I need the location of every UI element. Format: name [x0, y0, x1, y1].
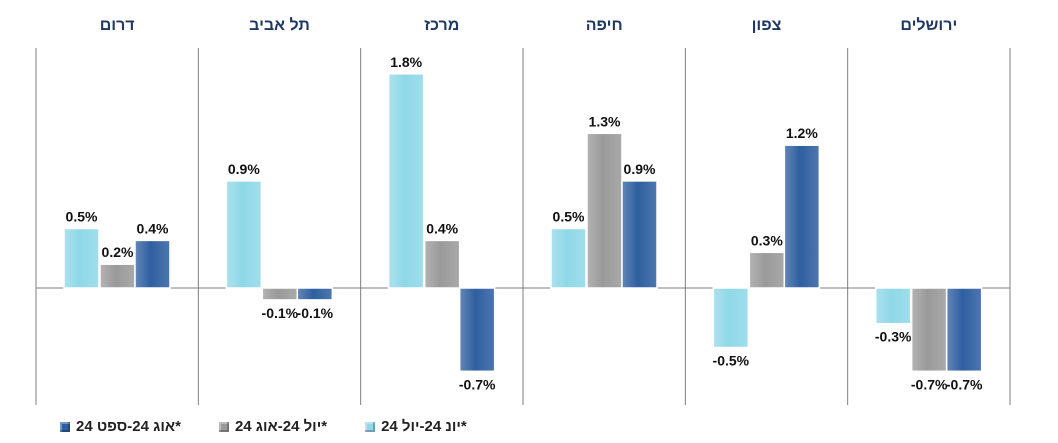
data-label: 0.5% — [66, 209, 98, 225]
bar — [423, 239, 461, 289]
legend-label-jul-aug: יול 24-אוג 24* — [234, 418, 328, 435]
data-label: 1.8% — [390, 54, 422, 70]
legend-label-aug-sep: אוג 24-ספט 24* — [76, 418, 181, 435]
bar — [225, 180, 263, 289]
region-title: דרום — [100, 17, 135, 34]
data-label: -0.7% — [459, 376, 496, 392]
bar — [387, 73, 425, 289]
data-label: -0.3% — [875, 329, 912, 345]
bar — [586, 132, 623, 289]
bar — [63, 227, 100, 289]
bar — [296, 287, 334, 301]
region-title: ירושלים — [900, 16, 957, 34]
legend-swatch-jun-jul — [365, 421, 376, 432]
bar — [874, 287, 912, 325]
bar — [748, 251, 786, 289]
bar — [261, 287, 299, 301]
data-label: -0.1% — [297, 305, 334, 321]
data-label: 0.4% — [426, 220, 458, 236]
data-label: 0.4% — [137, 220, 169, 236]
legend: אוג 24-ספט 24* יול 24-אוג 24* יונ 24-יול… — [60, 418, 467, 435]
bar — [99, 263, 136, 289]
data-label: -0.7% — [911, 376, 948, 392]
bar — [783, 144, 821, 289]
legend-item-jul-aug: יול 24-אוג 24* — [218, 418, 328, 435]
legend-item-jun-jul: יונ 24-יול 24* — [365, 418, 467, 435]
data-label: 0.3% — [751, 232, 783, 248]
bar — [550, 227, 587, 289]
region-title: תל אביב — [249, 16, 310, 34]
region-title: חיפה — [586, 17, 623, 34]
bar — [134, 239, 171, 289]
data-label: 0.2% — [102, 244, 134, 260]
data-label: -0.7% — [946, 376, 983, 392]
bar — [458, 287, 496, 373]
chart: ירושלים-0.3%-0.7%-0.7%צפון-0.5%0.3%1.2%ח… — [35, 16, 1011, 405]
legend-label-jun-jul: יונ 24-יול 24* — [381, 418, 467, 435]
region-title: צפון — [752, 17, 782, 34]
bar — [712, 287, 750, 349]
data-label: -0.5% — [713, 353, 750, 369]
bar — [945, 287, 983, 373]
region-title: מרכז — [424, 17, 459, 34]
legend-swatch-jul-aug — [218, 421, 229, 432]
data-label: 0.9% — [624, 161, 656, 177]
bar — [621, 180, 658, 289]
legend-item-aug-sep: אוג 24-ספט 24* — [60, 418, 181, 435]
data-label: 1.2% — [786, 125, 818, 141]
legend-swatch-aug-sep — [60, 421, 70, 432]
data-label: 1.3% — [589, 113, 621, 129]
data-label: -0.1% — [262, 305, 299, 321]
data-label: 0.9% — [228, 161, 260, 177]
data-label: 0.5% — [553, 209, 585, 225]
bar — [910, 287, 948, 373]
